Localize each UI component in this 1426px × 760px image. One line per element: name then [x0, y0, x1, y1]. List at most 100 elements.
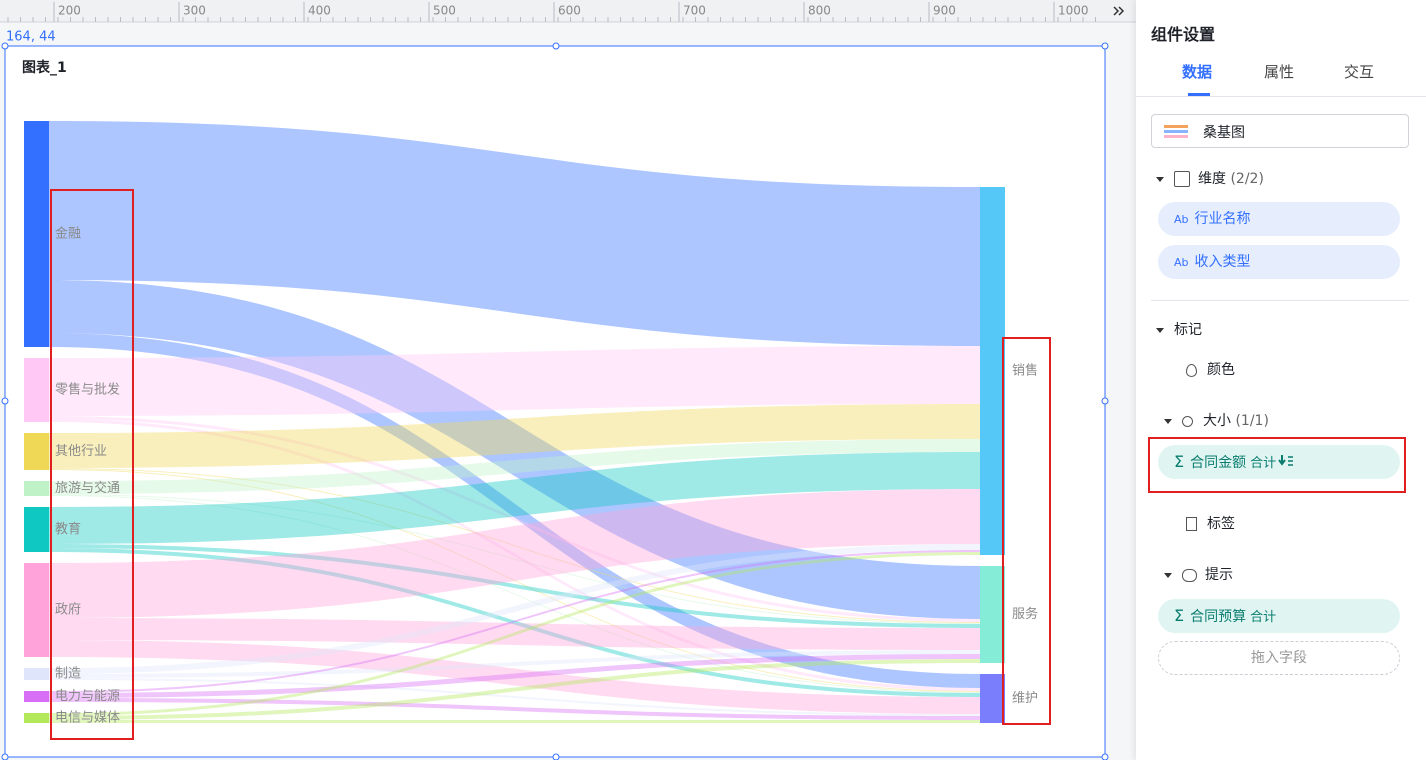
section-label: 标记 — [1174, 322, 1202, 338]
sankey-link — [49, 640, 980, 714]
sankey-link — [49, 494, 980, 624]
sankey-link — [49, 544, 980, 628]
node-label: 服务 — [1012, 606, 1038, 622]
section-dimension[interactable]: 维度 (2/2) — [1156, 168, 1264, 188]
sankey-node — [980, 674, 1005, 723]
sankey-link — [49, 121, 980, 346]
node-label: 旅游与交通 — [55, 480, 120, 496]
sankey-link — [49, 552, 980, 716]
field-name: 合同金额 — [1190, 455, 1247, 471]
ruler-label: 600 — [558, 4, 581, 18]
sankey-link — [49, 698, 980, 720]
settings-panel: 组件设置 数据 属性 交互 桑基图 维度 (2/2) Ab 行业名称 Ab 收入类型… — [1136, 0, 1426, 760]
node-label: 制造 — [55, 667, 81, 682]
highlight-box — [1148, 437, 1406, 493]
field-name: 合同预算 — [1190, 609, 1247, 625]
field-pill[interactable]: Σ 合同预算 合计 — [1158, 599, 1400, 633]
node-label: 教育 — [55, 521, 81, 537]
sankey-link — [49, 550, 980, 693]
section-mark[interactable]: 标记 — [1156, 319, 1202, 339]
chart-title: 图表_1 — [22, 59, 67, 76]
section-label: 维度 — [1198, 171, 1226, 187]
ruler-label: 700 — [683, 4, 706, 18]
node-label: 零售与批发 — [55, 382, 120, 398]
item-count: (1/1) — [1235, 413, 1269, 429]
ruler-label: 300 — [183, 4, 206, 18]
field-icon: Ab — [1174, 213, 1189, 226]
tab[interactable]: 属性 — [1264, 63, 1295, 81]
node-label: 电力与能源 — [55, 689, 120, 704]
sankey-link — [49, 419, 980, 691]
sankey-node — [24, 433, 49, 470]
sankey-node — [24, 481, 49, 496]
tab[interactable]: 交互 — [1344, 63, 1375, 81]
coords: 164, 44 — [6, 30, 56, 45]
item-label: 颜色 — [1207, 362, 1235, 378]
handles — [1, 42, 1109, 760]
field-name: 行业名称 — [1194, 211, 1251, 227]
field-icon: Σ — [1174, 452, 1185, 471]
divider — [1151, 300, 1409, 301]
sankey-link — [49, 650, 980, 678]
node-label: 其他行业 — [55, 444, 107, 459]
section-count: (2/2) — [1230, 171, 1264, 187]
canvas: 200 300 400 500 600 700 800 900 1000 164, 44 图表_… — [0, 0, 1136, 760]
ruler-label: 900 — [933, 4, 956, 18]
item-label: 标签 — [1207, 516, 1235, 532]
node-label: 政府 — [55, 603, 81, 618]
sort-icon[interactable] — [1278, 455, 1294, 467]
sankey-link — [49, 439, 980, 494]
highlight-box — [50, 189, 134, 740]
sankey-link — [49, 720, 980, 723]
sankey-node — [24, 358, 49, 422]
node-label: 金融 — [55, 226, 81, 242]
node-label: 维护 — [1012, 691, 1038, 706]
section-tooltip[interactable]: 提示 — [1164, 564, 1233, 584]
field-agg: 合计 — [1250, 456, 1277, 471]
sankey-link — [49, 654, 980, 698]
sankey-link — [49, 469, 980, 692]
sankey-node — [24, 563, 49, 657]
field-pill[interactable]: Σ 合同金额 合计 — [1158, 445, 1400, 479]
sankey-node — [24, 713, 49, 723]
sankey-node — [980, 566, 1005, 663]
tab-indicator — [1188, 93, 1210, 96]
drop-zone[interactable]: 拖入字段 — [1158, 641, 1400, 675]
drop-label: 拖入字段 — [1251, 650, 1307, 666]
mark-label[interactable]: 标签 — [1186, 513, 1235, 533]
sankey-link — [49, 452, 980, 544]
panel-title: 组件设置 — [1151, 25, 1216, 44]
tab[interactable]: 数据 — [1182, 63, 1213, 81]
field-name: 收入类型 — [1194, 254, 1251, 270]
field-pill[interactable]: Ab 收入类型 — [1158, 245, 1400, 279]
sankey-node — [24, 668, 49, 680]
item-label: 大小 — [1203, 413, 1231, 429]
ruler — [0, 0, 1136, 22]
mark-size[interactable]: 大小 (1/1) — [1164, 410, 1269, 430]
sankey-link — [49, 333, 980, 688]
sankey-link — [49, 346, 980, 416]
divider — [1136, 96, 1426, 97]
node-label: 电信与媒体 — [55, 711, 120, 726]
field-agg: 合计 — [1250, 610, 1277, 625]
field-pill[interactable]: Ab 行业名称 — [1158, 202, 1400, 236]
sankey-node — [980, 187, 1005, 555]
sankey-link — [49, 678, 980, 716]
ruler-label: 1000 — [1058, 4, 1089, 18]
sankey-link — [49, 618, 980, 650]
ruler-label: 200 — [58, 4, 81, 18]
chart-type-select[interactable]: 桑基图 — [1151, 114, 1409, 148]
sankey-link — [49, 416, 980, 622]
field-icon: Σ — [1174, 606, 1185, 625]
sankey-link — [49, 544, 980, 674]
sankey-node — [24, 691, 49, 702]
mark-color[interactable]: 颜色 — [1186, 359, 1235, 379]
sankey-link — [49, 404, 980, 468]
ruler-label: 500 — [433, 4, 456, 18]
collapse-icon[interactable] — [1113, 6, 1125, 16]
sankey-link — [49, 468, 980, 623]
sankey-link — [49, 495, 980, 693]
node-label: 销售 — [1012, 363, 1038, 379]
item-label: 提示 — [1205, 567, 1233, 583]
